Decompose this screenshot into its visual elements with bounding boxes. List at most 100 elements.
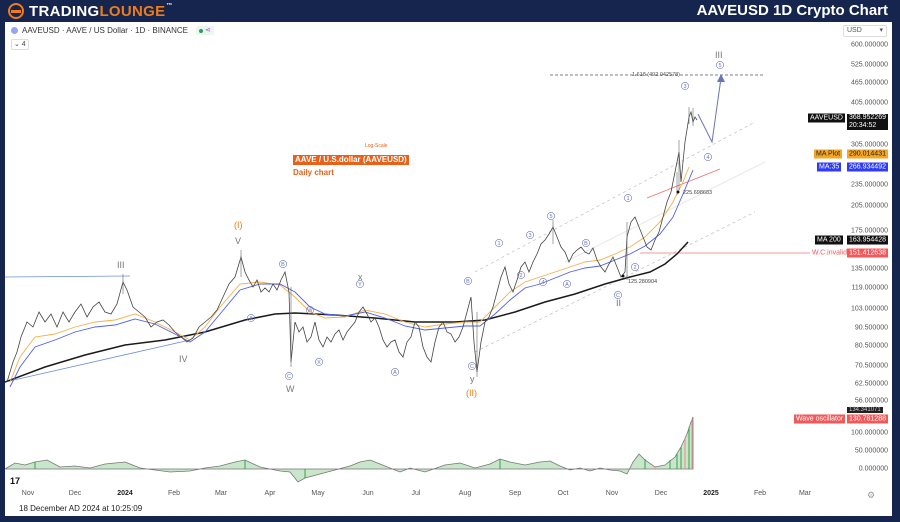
heading-sub: Daily chart	[293, 168, 334, 177]
time-axis[interactable]: Nov Dec 2024 Feb Mar Apr May Jun Jul Aug…	[5, 490, 892, 502]
aaveusd-price-tag: 368.952269 20:34:52	[847, 114, 888, 130]
ma-200-line	[5, 241, 689, 383]
y-tick: 305.000000	[851, 141, 888, 149]
ma-200-tag-label: MA 200	[815, 235, 843, 245]
ma-35-line	[9, 169, 694, 388]
x-tick: Nov	[21, 490, 35, 497]
x-tick: Oct	[557, 490, 569, 497]
svg-text:1: 1	[497, 241, 500, 247]
y-tick: 56.000000	[854, 397, 888, 405]
wave-osc-tag-value: 130.781288	[847, 414, 888, 424]
y-tick: 90.500000	[854, 324, 888, 332]
level-dot-225	[676, 190, 680, 194]
wave-x-upper: x	[358, 272, 363, 282]
trendline-top	[5, 275, 131, 278]
y-tick: 175.000000	[851, 227, 888, 235]
channel-lower-line	[474, 211, 756, 353]
ma-plot-tag-label: MA Plot	[814, 149, 843, 159]
svg-text:B: B	[281, 262, 285, 268]
aaveusd-tag-label: AAVEUSD	[808, 113, 845, 123]
y-tick: 70.500000	[854, 362, 888, 370]
chart-panel[interactable]: 1.618 (492.042578) 225.698683 125.280904…	[5, 22, 892, 516]
osc-peak-tag: 134.341071	[847, 407, 883, 413]
wave-III-right: III	[715, 50, 723, 60]
share-icon[interactable]: ⋖	[204, 27, 211, 34]
wave-V: V	[235, 236, 241, 246]
ma-plot-line	[9, 166, 690, 383]
status-badges[interactable]: ⋖	[195, 26, 214, 35]
heading-main: AAVE / U.S.dollar (AAVEUSD)	[293, 155, 409, 165]
logo-trademark: ™	[166, 2, 173, 9]
wave-osc-tag-label: Wave oscillator	[794, 414, 846, 424]
wave-II: II	[616, 298, 621, 308]
x-tick: Mar	[214, 490, 228, 497]
red-trendline	[646, 168, 721, 199]
wave-IV: IV	[179, 354, 188, 364]
symbol-icon	[11, 27, 18, 34]
wave-II-orange: (II)	[466, 388, 477, 398]
tv-watermark-icon: 17	[10, 476, 20, 486]
osc-y-tick: 100.000000	[851, 429, 888, 437]
y-tick: 103.000000	[851, 305, 888, 313]
fib-label: 1.618 (492.042578)	[632, 72, 680, 78]
price-candles	[6, 110, 698, 383]
x-tick: Mar	[798, 490, 812, 497]
x-tick: Aug	[458, 490, 472, 497]
svg-text:3: 3	[683, 84, 686, 90]
y-tick: 62.500000	[854, 380, 888, 388]
x-tick: Feb	[753, 490, 767, 497]
log-scale-label: Log-Scale	[365, 143, 388, 149]
svg-text:C: C	[287, 374, 291, 380]
y-tick: 525.000000	[851, 61, 888, 69]
x-tick: Dec	[654, 490, 668, 497]
svg-text:2: 2	[633, 265, 636, 271]
channel-upper-line	[474, 121, 756, 273]
projection-arrowhead	[717, 74, 725, 82]
svg-text:5: 5	[549, 214, 552, 220]
svg-text:Y: Y	[358, 282, 362, 288]
y-tick: 405.000000	[851, 99, 888, 107]
logo-icon	[8, 3, 24, 19]
y-tick: 205.000000	[851, 202, 888, 210]
y-tick: 235.000000	[851, 181, 888, 189]
channel-mid-line	[564, 161, 766, 263]
logo-word-trading: TRADING	[29, 2, 100, 20]
svg-text:2: 2	[519, 273, 522, 279]
osc-bars	[34, 419, 693, 478]
svg-text:3: 3	[528, 233, 531, 239]
tradinglounge-logo: TRADINGLOUNGE™	[8, 2, 173, 20]
symbol-info[interactable]: AAVEUSD · AAVE / US Dollar · 1D · BINANC…	[11, 26, 214, 35]
x-tick: Jul	[411, 490, 421, 497]
settings-icon[interactable]: ⚙	[867, 490, 876, 500]
page-title: AAVEUSD 1D Crypto Chart	[696, 2, 888, 19]
wave-W: W	[286, 384, 295, 394]
currency-select[interactable]: USD ▾	[843, 25, 887, 37]
x-tick: Dec	[68, 490, 82, 497]
x-tick: May	[311, 490, 325, 497]
logo-word-lounge: LOUNGE	[99, 2, 166, 20]
chart-canvas[interactable]: 1.618 (492.042578) 225.698683 125.280904…	[5, 22, 892, 516]
svg-text:C: C	[616, 293, 620, 299]
y-tick: 80.500000	[854, 342, 888, 350]
chevron-down-icon: ▾	[879, 27, 883, 34]
price-wicks	[122, 107, 694, 377]
svg-text:A: A	[249, 316, 253, 322]
svg-text:4: 4	[541, 280, 544, 286]
wave-y: y	[470, 374, 475, 384]
chart-heading: Log-Scale AAVE / U.S.dollar (AAVEUSD) Da…	[293, 143, 409, 177]
ma-35-tag-label: MA:35	[817, 162, 842, 172]
svg-text:X: X	[317, 360, 321, 366]
svg-text:A: A	[393, 370, 397, 376]
svg-text:4: 4	[706, 155, 709, 161]
wave-oscillator-area	[5, 416, 694, 483]
x-tick: Apr	[264, 490, 276, 497]
svg-text:B: B	[584, 241, 588, 247]
svg-text:5: 5	[718, 63, 721, 69]
x-tick: Jun	[362, 490, 374, 497]
x-tick: Sep	[508, 490, 522, 497]
y-tick: 119.000000	[851, 284, 888, 292]
price-axis[interactable]: 600.000000 525.000000 465.000000 405.000…	[845, 22, 892, 516]
indicators-collapse-button[interactable]: ⌄ 4	[11, 39, 29, 50]
ma-plot-tag-value: 290.014431	[847, 149, 888, 159]
circled-wave-labels: B A C W X Y A B C 1 2 3 4 5 A B C 2 1 3	[247, 61, 724, 380]
